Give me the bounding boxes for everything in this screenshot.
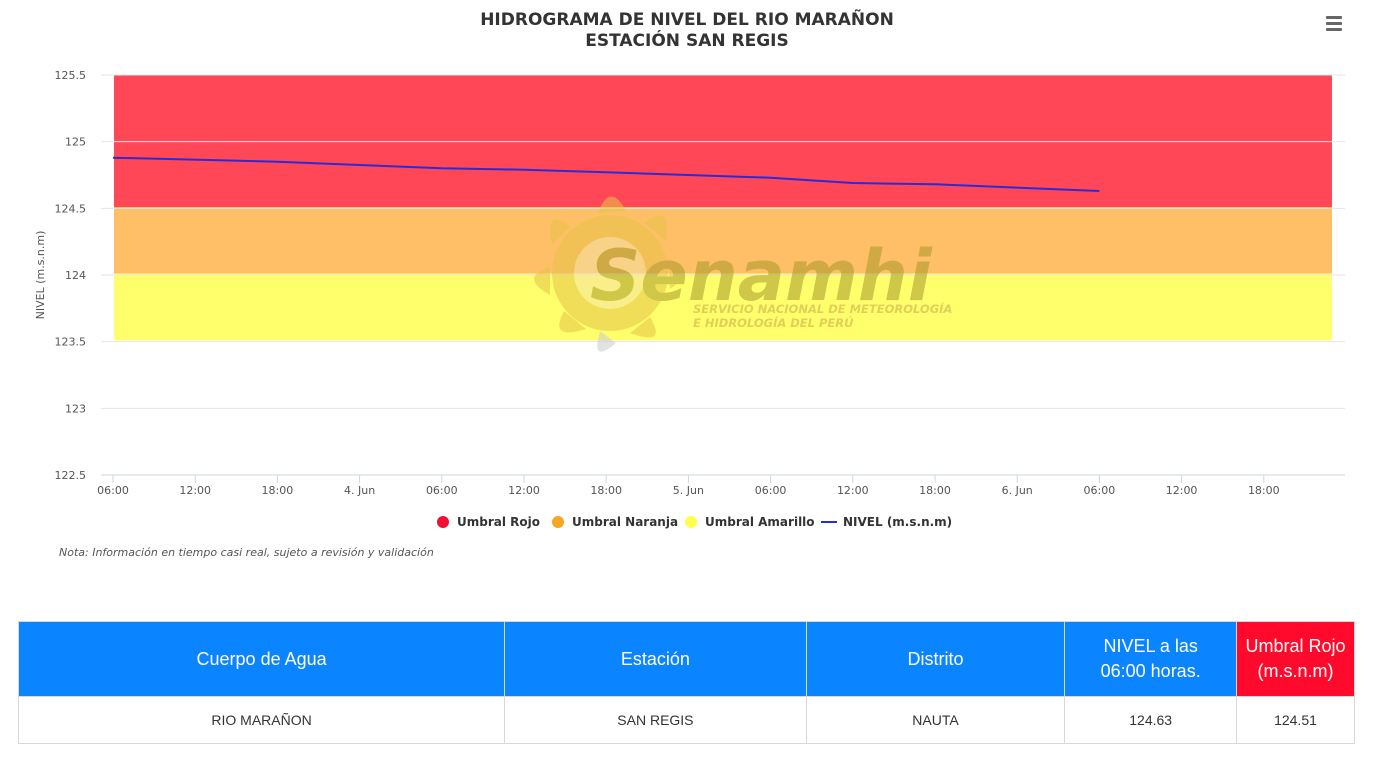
x-tick-label: 12:00 xyxy=(1166,484,1198,497)
legend-label: Umbral Naranja xyxy=(572,515,678,529)
band-umbral-naranja xyxy=(114,207,1332,274)
y-tick-label: 122.5 xyxy=(55,469,87,482)
senamhi-watermark: Senamhi SERVICIO NACIONAL DE METEOROLOGÍ… xyxy=(534,196,952,352)
watermark-line-1: SERVICIO NACIONAL DE METEOROLOGÍA xyxy=(693,301,952,316)
data-note: Nota: Información en tiempo casi real, s… xyxy=(59,546,434,559)
legend-label: NIVEL (m.s.n.m) xyxy=(843,515,952,529)
cell-nivel: 124.63 xyxy=(1064,696,1237,744)
x-tick-label: 06:00 xyxy=(755,484,787,497)
x-tick-label: 18:00 xyxy=(262,484,294,497)
header-nivel: NIVEL a las 06:00 horas. xyxy=(1064,621,1237,697)
header-umbral-rojo-text: Umbral Rojo (m.s.n.m) xyxy=(1245,636,1346,681)
x-tick-label: 5. Jun xyxy=(673,484,704,497)
threshold-bands xyxy=(114,75,1332,341)
legend-item-umbral-rojo[interactable]: Umbral Rojo xyxy=(437,515,540,529)
x-tick-label: 6. Jun xyxy=(1002,484,1033,497)
chart-subtitle: ESTACIÓN SAN REGIS xyxy=(585,29,788,51)
legend-item-umbral-amarillo[interactable]: Umbral Amarillo xyxy=(685,515,815,529)
x-axis-ticks: 06:00 12:00 18:00 4. Jun 06:00 12:00 18:00 5. J… xyxy=(97,475,1280,497)
chart-title: HIDROGRAMA DE NIVEL DEL RIO MARAÑON xyxy=(480,7,894,30)
x-tick-label: 06:00 xyxy=(426,484,458,497)
table-header-row: Cuerpo de Agua Estación Distrito NIVEL a… xyxy=(17,621,1355,697)
y-tick-label: 123 xyxy=(65,402,86,415)
watermark-line-2: E HIDROLOGÍA DEL PERÚ xyxy=(693,315,854,330)
header-umbral-rojo: Umbral Rojo (m.s.n.m) xyxy=(1236,621,1355,697)
legend-item-nivel-m-s-n-m[interactable]: NIVEL (m.s.n.m) xyxy=(821,515,952,529)
sun-logo-icon xyxy=(534,196,685,352)
y-axis-ticks: 122.5 123 123.5 124 124.5 125 125.5 xyxy=(55,69,87,482)
cell-cuerpo-de-agua: RIO MARAÑON xyxy=(17,696,506,744)
watermark-logo-text: Senamhi xyxy=(590,235,933,317)
band-umbral-rojo xyxy=(114,75,1332,207)
x-tick-label: 18:00 xyxy=(1248,484,1280,497)
x-tick-label: 12:00 xyxy=(179,484,211,497)
x-tick-label: 12:00 xyxy=(508,484,540,497)
y-tick-label: 124.5 xyxy=(55,202,87,215)
x-tick-label: 18:00 xyxy=(919,484,951,497)
y-axis-label: NIVEL (m.s.n.m) xyxy=(34,231,47,320)
cell-distrito: NAUTA xyxy=(805,696,1066,744)
chart-legend[interactable]: Umbral Rojo Umbral Naranja Umbral Amarillo… xyxy=(437,515,952,529)
station-table: Cuerpo de Agua Estación Distrito NIVEL a… xyxy=(17,621,1355,744)
y-tick-label: 125.5 xyxy=(55,69,87,82)
legend-symbol-icon xyxy=(552,516,564,528)
legend-item-umbral-naranja[interactable]: Umbral Naranja xyxy=(552,515,678,529)
cell-umbral-rojo: 124.51 xyxy=(1236,696,1355,744)
legend-symbol-icon xyxy=(437,516,449,528)
legend-symbol-icon xyxy=(685,516,697,528)
series-layer xyxy=(112,156,1100,192)
x-tick-label: 12:00 xyxy=(837,484,869,497)
y-tick-label: 124 xyxy=(65,269,86,282)
hamburger-menu-icon[interactable] xyxy=(1320,10,1348,36)
cell-estacion: SAN REGIS xyxy=(504,696,807,744)
x-tick-label: 18:00 xyxy=(590,484,622,497)
header-estacion: Estación xyxy=(504,621,807,697)
x-tick-label: 06:00 xyxy=(1084,484,1116,497)
y-tick-label: 123.5 xyxy=(55,336,87,349)
legend-label: Umbral Amarillo xyxy=(705,515,815,529)
hydrograph-chart: HIDROGRAMA DE NIVEL DEL RIO MARAÑON ESTA… xyxy=(34,7,1345,559)
x-tick-label: 06:00 xyxy=(97,484,129,497)
x-tick-label: 4. Jun xyxy=(344,484,375,497)
legend-label: Umbral Rojo xyxy=(457,515,540,529)
header-nivel-text: NIVEL a las 06:00 horas. xyxy=(1100,636,1201,681)
table-row: RIO MARAÑON SAN REGIS NAUTA 124.63 124.5… xyxy=(17,696,1355,744)
band-umbral-amarillo xyxy=(114,273,1332,341)
header-distrito: Distrito xyxy=(805,621,1066,697)
header-cuerpo-de-agua: Cuerpo de Agua xyxy=(17,621,506,697)
y-tick-label: 125 xyxy=(65,136,86,149)
